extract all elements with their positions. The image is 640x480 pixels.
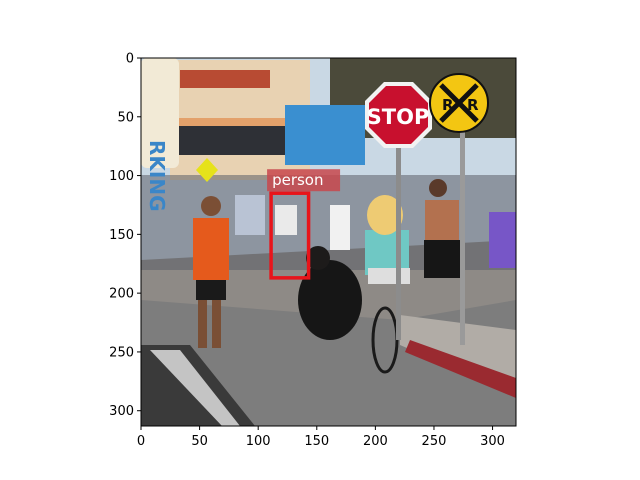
detection-label: person: [272, 171, 323, 189]
svg-text:RKING: RKING: [145, 140, 169, 212]
x-tick-label: 250: [422, 434, 447, 449]
detections-layer: person: [267, 169, 341, 280]
y-tick-label: 250: [109, 345, 134, 360]
x-tick-label: 150: [304, 434, 329, 449]
y-tick-label: 0: [126, 52, 134, 67]
x-tick-label: 50: [191, 434, 208, 449]
detection-label-background: [267, 169, 341, 192]
rr-sign-right-letter: R: [467, 96, 479, 114]
axes-frame: [140, 57, 517, 427]
y-tick-label: 150: [109, 228, 134, 243]
x-tick-label: 100: [246, 434, 271, 449]
y-tick-label: 50: [117, 110, 134, 125]
y-tick-label: 300: [109, 404, 134, 419]
photo-image: RKING STOP R: [141, 58, 516, 426]
x-tick-label: 0: [137, 434, 145, 449]
x-tick-label: 200: [363, 434, 388, 449]
rr-sign-left-letter: R: [442, 96, 454, 114]
x-tick-label: 300: [480, 434, 505, 449]
stop-sign-text: STOP: [367, 105, 430, 129]
y-axis: 0 50 100 150 200 250 300: [109, 52, 141, 419]
x-axis: 0 50 100 150 200 250 300: [137, 426, 505, 449]
y-tick-label: 200: [109, 287, 134, 302]
detection-box: [269, 191, 311, 280]
y-tick-label: 100: [109, 169, 134, 184]
